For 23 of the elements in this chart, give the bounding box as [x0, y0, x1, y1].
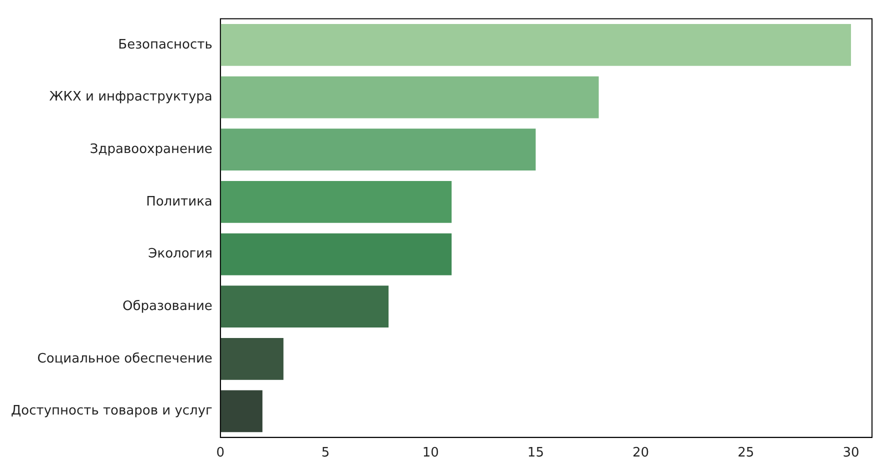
bar	[220, 76, 599, 118]
x-tick-label: 25	[738, 446, 754, 461]
x-tick-label: 20	[632, 446, 650, 461]
y-tick-label: Доступность товаров и услуг	[10, 404, 213, 419]
y-tick-label: Безопасность	[118, 37, 212, 52]
x-tick-label: 15	[527, 446, 544, 461]
x-tick-label: 30	[842, 446, 860, 461]
x-tick-label: 5	[321, 446, 330, 461]
y-tick-label: ЖКХ и инфраструктура	[49, 90, 212, 105]
y-tick-label: Социальное обеспечение	[37, 351, 212, 366]
bar	[220, 233, 452, 276]
x-tick-label: 10	[422, 446, 439, 461]
bar	[220, 390, 262, 432]
y-tick-label: Политика	[146, 194, 212, 210]
bar	[220, 128, 536, 171]
x-tick-label: 0	[216, 446, 225, 461]
bar	[220, 338, 284, 380]
bar	[220, 24, 851, 66]
y-tick-label: Здравоохранение	[90, 142, 212, 157]
y-tick-label: Экология	[148, 246, 212, 262]
y-tick-label: Образование	[122, 298, 212, 314]
bar	[220, 181, 452, 223]
bar	[220, 286, 389, 328]
